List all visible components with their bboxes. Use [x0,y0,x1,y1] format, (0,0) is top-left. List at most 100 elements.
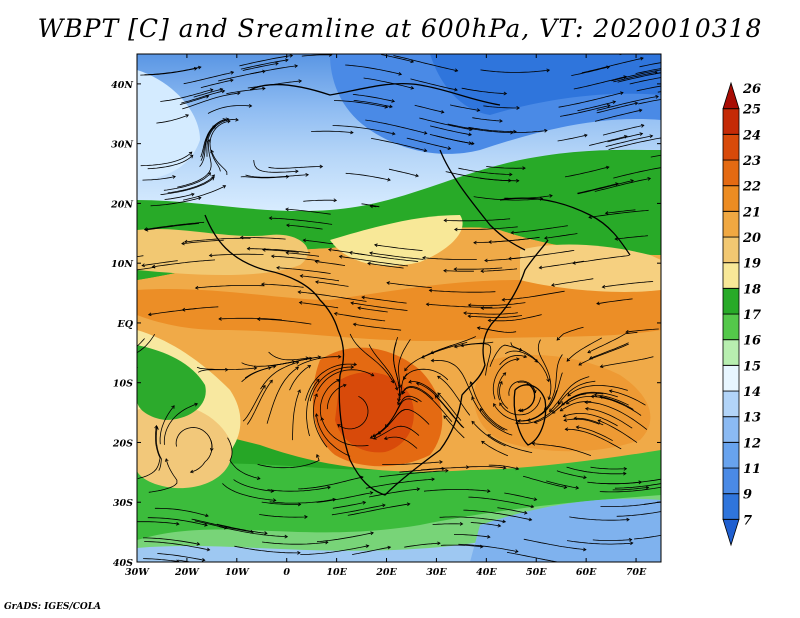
streamline-arrow [338,254,343,259]
streamline [190,440,213,473]
streamline-arrow [297,290,302,295]
streamline [262,541,328,545]
chart-title: WBPT [C] and Sreamline at 600hPa, VT: 20… [37,14,763,43]
streamline [608,137,661,150]
streamline-arrow [453,267,458,272]
streamline [429,289,496,293]
streamline-arrow [191,192,195,197]
streamline-arrow [503,91,508,96]
streamline [420,466,469,471]
streamline [306,379,320,437]
streamline-arrow [285,174,290,179]
streamline [332,125,395,135]
streamline-arrow [394,386,399,391]
streamline [566,337,602,362]
streamline-arrow [487,318,492,323]
streamline-arrow [213,565,216,568]
streamline-arrow [295,169,299,174]
streamline [577,183,619,194]
streamline [242,62,279,71]
streamline-arrow [390,379,394,384]
streamline [534,393,587,424]
streamline-arrow [403,376,407,381]
streamline-arrow [573,416,577,421]
streamline [257,318,312,325]
streamline-arrow [384,105,389,109]
streamline-arrow [499,402,503,407]
streamline-arrow [297,550,301,555]
streamline [316,413,351,457]
streamline-arrow [518,347,523,352]
streamline-arrow [197,196,202,201]
streamline-arrow [285,58,289,63]
streamline [481,440,509,457]
streamline [486,166,526,169]
streamline-arrow [406,502,411,507]
streamline-arrow [630,179,634,183]
streamline [269,498,336,504]
streamline [470,381,508,431]
colorbar-swatch [722,390,740,418]
streamline [644,501,661,505]
streamline-arrow [497,523,502,528]
streamline-arrow [272,498,277,503]
streamline [558,92,624,108]
streamline-arrow [120,271,123,274]
streamline [315,261,346,266]
streamline-arrow [547,396,552,401]
streamline [137,521,179,525]
streamline-arrow [348,250,353,255]
streamline [502,290,565,301]
streamline [398,339,411,388]
streamline-arrow [523,510,528,515]
streamline [148,458,178,493]
streamline-arrow [222,185,227,189]
streamline-arrow [623,75,628,79]
streamline [432,523,463,525]
streamline-arrow [333,198,338,203]
streamline [434,395,463,428]
streamline [585,401,648,430]
streamline-arrow [248,103,253,108]
streamline [483,105,520,109]
streamline [489,344,523,367]
streamline [505,350,538,363]
streamline-arrow [218,316,222,321]
streamline-arrow [649,46,652,49]
streamline-arrow [332,497,337,502]
streamline-arrow [185,114,190,118]
streamline-arrow [144,227,149,232]
streamline [596,298,633,305]
streamline-arrow [584,406,589,411]
lon-tick-label: 30W [125,567,150,578]
streamline-arrow [164,458,169,462]
streamline [357,307,388,313]
streamline [345,64,402,75]
streamline-arrow [194,402,199,407]
streamline [463,312,518,315]
streamline [352,546,391,555]
streamline [609,390,646,406]
streamline [463,509,532,521]
lon-tick-label: 50E [526,567,547,578]
streamline [199,125,216,167]
streamline-arrow [502,372,507,376]
streamline-arrow [333,311,338,316]
streamline-arrow [270,254,275,259]
streamline [602,124,644,136]
streamline [388,168,419,177]
streamline-arrow [365,544,370,549]
streamline-arrow [647,177,652,181]
streamline [160,89,213,102]
streamline-arrow [638,108,643,113]
streamline [426,303,493,308]
streamline [300,545,369,555]
streamline-arrow [528,517,533,522]
streamline-arrow [590,394,595,399]
streamline [369,488,420,498]
streamline [200,79,234,89]
streamline-arrow [382,503,386,508]
streamline [477,327,517,333]
streamline-arrow [562,413,567,418]
